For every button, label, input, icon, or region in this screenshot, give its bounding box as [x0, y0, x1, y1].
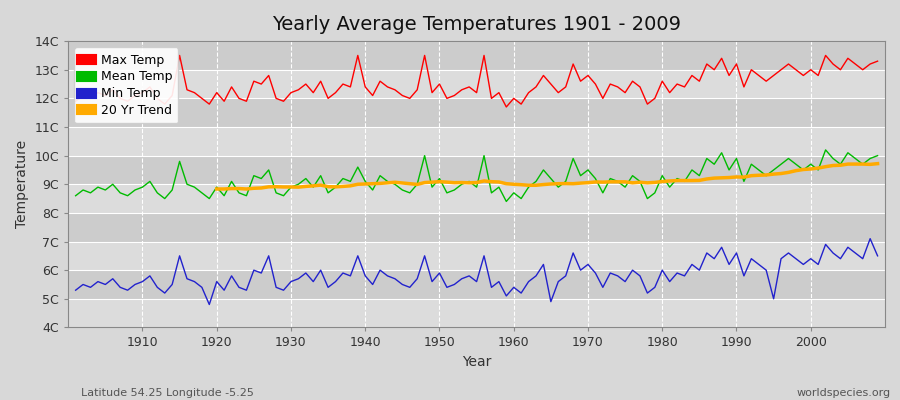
- Mean Temp: [605, 176, 616, 181]
- Min Temp: [301, 271, 311, 276]
- Mean Temp: [130, 188, 140, 192]
- Max Temp: [501, 104, 512, 109]
- Min Temp: [204, 302, 215, 307]
- Min Temp: [516, 291, 526, 296]
- Bar: [68, 242, 885, 270]
- Mean Temp: [508, 190, 519, 195]
- Bar: [68, 41, 885, 70]
- Min Temp: [605, 271, 616, 276]
- Mean Temp: [501, 199, 512, 204]
- 20 Yr Trend: [671, 178, 682, 183]
- Title: Yearly Average Temperatures 1901 - 2009: Yearly Average Temperatures 1901 - 2009: [272, 15, 681, 34]
- 20 Yr Trend: [212, 186, 222, 191]
- Mean Temp: [293, 182, 304, 187]
- Bar: [68, 127, 885, 156]
- Y-axis label: Temperature: Temperature: [15, 140, 29, 228]
- Mean Temp: [70, 193, 81, 198]
- 20 Yr Trend: [301, 184, 311, 189]
- Mean Temp: [516, 196, 526, 201]
- 20 Yr Trend: [412, 182, 423, 187]
- Bar: [68, 299, 885, 328]
- Line: Mean Temp: Mean Temp: [76, 150, 878, 202]
- Mean Temp: [872, 153, 883, 158]
- Bar: [68, 70, 885, 98]
- Max Temp: [130, 93, 140, 98]
- Line: 20 Yr Trend: 20 Yr Trend: [217, 164, 878, 189]
- Bar: [68, 270, 885, 299]
- Line: Max Temp: Max Temp: [76, 56, 878, 107]
- Text: worldspecies.org: worldspecies.org: [796, 388, 891, 398]
- Min Temp: [872, 254, 883, 258]
- Min Temp: [130, 282, 140, 287]
- Mean Temp: [338, 176, 348, 181]
- 20 Yr Trend: [776, 171, 787, 176]
- Min Temp: [70, 288, 81, 292]
- Bar: [68, 98, 885, 127]
- Max Temp: [523, 90, 534, 95]
- Min Temp: [345, 274, 356, 278]
- Min Temp: [865, 236, 876, 241]
- Text: Latitude 54.25 Longitude -5.25: Latitude 54.25 Longitude -5.25: [81, 388, 254, 398]
- Bar: [68, 156, 885, 184]
- 20 Yr Trend: [760, 172, 771, 177]
- Bar: [68, 213, 885, 242]
- Max Temp: [301, 82, 311, 86]
- Max Temp: [70, 99, 81, 104]
- Bar: [68, 184, 885, 213]
- Line: Min Temp: Min Temp: [76, 239, 878, 304]
- Max Temp: [345, 84, 356, 89]
- Max Temp: [175, 53, 185, 58]
- Mean Temp: [820, 148, 831, 152]
- 20 Yr Trend: [842, 162, 853, 166]
- Max Temp: [516, 102, 526, 106]
- 20 Yr Trend: [872, 161, 883, 166]
- X-axis label: Year: Year: [462, 355, 491, 369]
- Max Temp: [872, 59, 883, 64]
- Min Temp: [508, 285, 519, 290]
- Max Temp: [612, 84, 623, 89]
- Legend: Max Temp, Mean Temp, Min Temp, 20 Yr Trend: Max Temp, Mean Temp, Min Temp, 20 Yr Tre…: [75, 47, 178, 123]
